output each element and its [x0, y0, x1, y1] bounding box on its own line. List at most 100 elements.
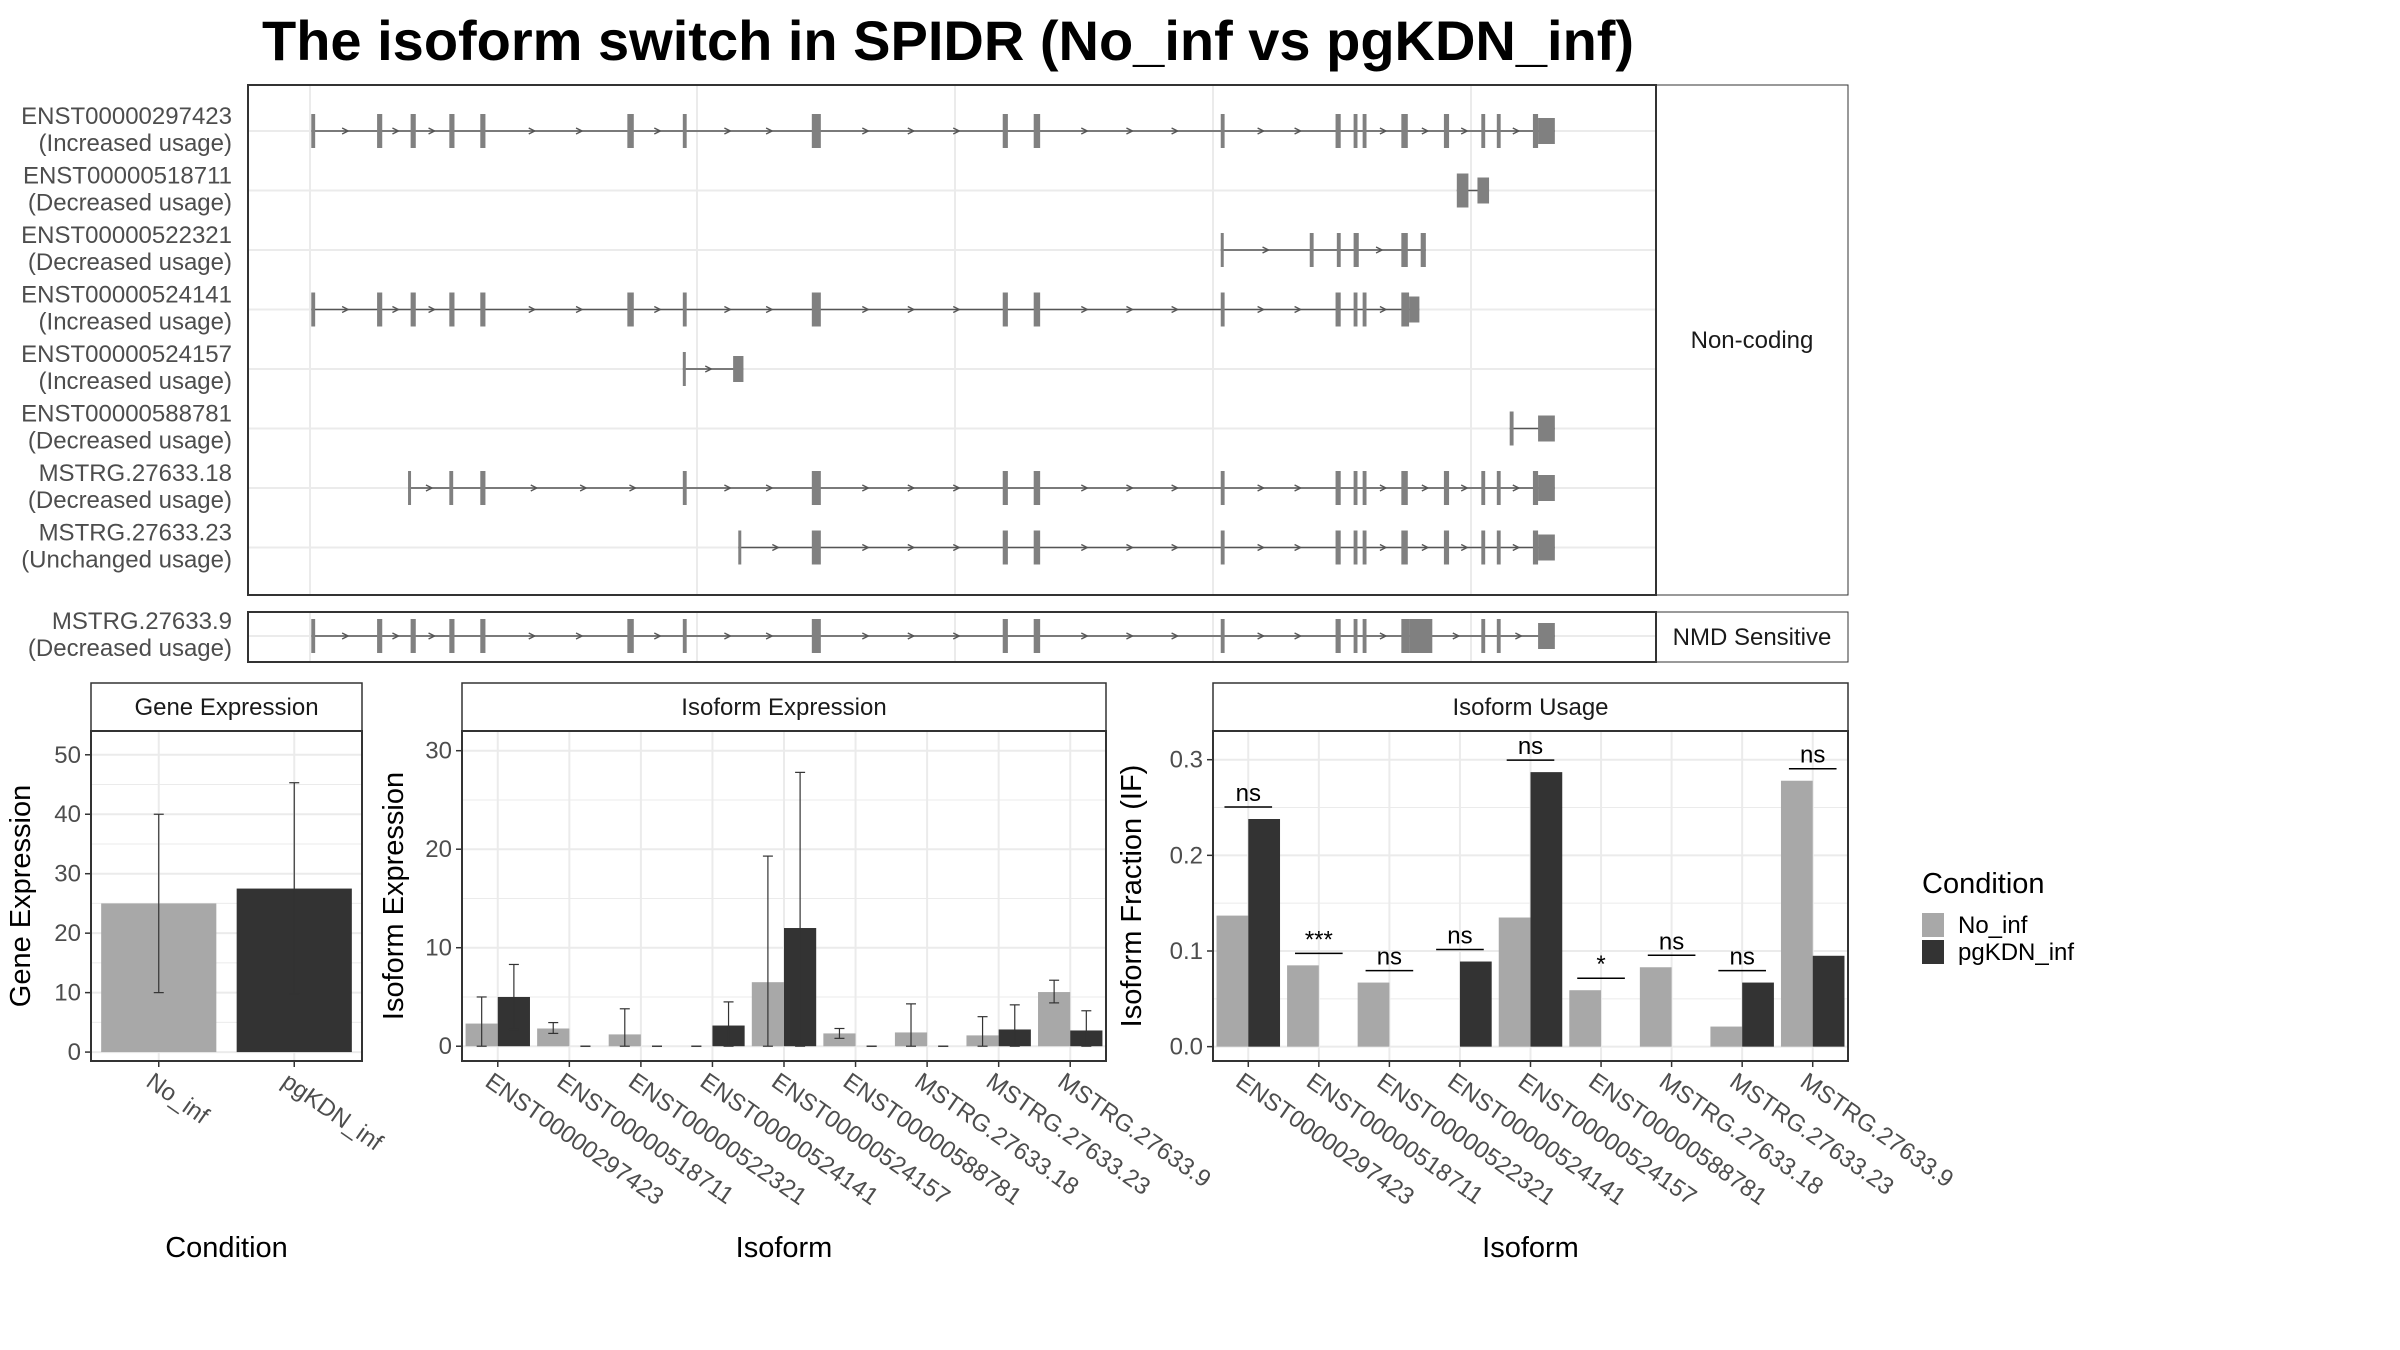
transcript-usage-label: (Decreased usage)	[28, 190, 232, 217]
panel-strip	[1212, 682, 1849, 732]
transcript-usage-label: (Decreased usage)	[28, 635, 232, 662]
exon-block	[408, 471, 412, 505]
intron-arrow	[724, 484, 732, 492]
intron-arrow	[1257, 305, 1266, 314]
transcript-track	[311, 292, 1420, 327]
significance-label: ns	[1800, 742, 1825, 769]
y-axis-title: Isoform Fraction (IF)	[1116, 765, 1148, 1028]
exon-block	[377, 619, 383, 653]
transcript-usage-label: (Decreased usage)	[28, 428, 232, 455]
exon-block	[1033, 619, 1041, 653]
panel-title: Isoform Expression	[681, 694, 886, 721]
exon-block	[311, 619, 316, 653]
intron-arrow	[1080, 632, 1089, 640]
x-axis-title: Isoform	[736, 1232, 833, 1264]
exon-block	[1353, 530, 1358, 565]
intron-arrow	[653, 305, 662, 314]
intron-arrow	[1512, 543, 1521, 552]
exon-block	[1538, 415, 1555, 442]
transcript-usage-label: (Increased usage)	[39, 130, 232, 157]
exon-block	[1443, 114, 1450, 148]
y-tick-label: 0	[439, 1033, 452, 1060]
transcript-track	[1456, 173, 1490, 208]
intron-arrow	[1379, 543, 1388, 552]
intron-arrow	[1452, 632, 1461, 640]
bar	[1812, 955, 1845, 1047]
intron-arrow	[575, 632, 584, 640]
transcript-label: ENST00000297423	[21, 103, 232, 130]
intron-arrow	[428, 127, 437, 135]
exon-block	[377, 292, 383, 327]
transcript-label: ENST00000522321	[21, 222, 232, 249]
exon-block	[682, 292, 687, 327]
exon-block	[1401, 292, 1410, 327]
transcript-track	[311, 114, 1555, 148]
intron-arrow	[861, 632, 870, 640]
exon-block	[1033, 530, 1041, 565]
intron-arrow	[428, 305, 437, 314]
transcript-label: ENST00000588781	[21, 401, 232, 428]
exon-block	[1362, 292, 1367, 327]
exon-block	[1002, 619, 1008, 653]
exon-block	[480, 292, 486, 327]
exon-block	[1353, 114, 1358, 148]
y-tick-label: 10	[54, 980, 81, 1007]
exon-block	[1220, 292, 1225, 327]
intron-arrow	[1257, 632, 1266, 640]
exon-block	[1477, 177, 1490, 204]
intron-arrow	[1171, 127, 1180, 135]
y-axis-title: Gene Expression	[5, 785, 37, 1007]
intron-arrow	[1515, 632, 1523, 640]
exon-block	[1481, 114, 1486, 148]
x-tick-label: No_inf	[141, 1068, 214, 1130]
exon-block	[1335, 530, 1341, 565]
intron-arrow	[724, 632, 732, 640]
y-tick-label: 0.0	[1170, 1034, 1203, 1061]
bar	[537, 1028, 570, 1047]
intron-arrow	[724, 305, 732, 314]
exon-block	[1353, 619, 1358, 653]
x-axis-title: Isoform	[1482, 1232, 1579, 1264]
y-tick-label: 20	[425, 836, 452, 863]
intron-arrow	[1294, 484, 1303, 492]
intron-arrow	[724, 127, 732, 135]
intron-arrow	[952, 632, 961, 640]
intron-arrow	[528, 305, 537, 314]
isoform-usage-panel: Isoform Usage 0.0 0.1 0.2 0.3 ns *** ns ns ns * ns n…	[1116, 682, 1958, 1264]
intron-arrow	[765, 305, 774, 314]
transcript-usage-label: (Decreased usage)	[28, 487, 232, 514]
exon-block	[449, 292, 455, 327]
intron-arrow	[1512, 484, 1521, 492]
intron-arrow	[765, 127, 774, 135]
bar	[1498, 917, 1531, 1047]
significance-label: *	[1596, 951, 1605, 978]
exon-block	[311, 114, 316, 148]
significance-label: ns	[1236, 780, 1261, 807]
intron-arrow	[1126, 632, 1135, 640]
exon-block	[377, 114, 383, 148]
bar	[1780, 780, 1813, 1047]
intron-arrow	[1379, 127, 1388, 135]
exon-block	[682, 352, 686, 386]
intron-arrow	[392, 632, 400, 640]
y-tick-label: 50	[54, 742, 81, 769]
intron-arrow	[1421, 127, 1430, 135]
intron-arrow	[1171, 305, 1180, 314]
transcript-track	[1509, 411, 1555, 446]
exon-block	[1362, 530, 1367, 565]
exon-block	[1362, 114, 1367, 148]
intron-arrow	[1460, 484, 1469, 492]
intron-arrow	[1512, 127, 1521, 135]
exon-block	[627, 619, 634, 653]
intron-arrow	[907, 484, 916, 492]
panel-title: Gene Expression	[134, 694, 318, 721]
exon-block	[410, 292, 416, 327]
intron-arrow	[1460, 543, 1469, 552]
exon-block	[1532, 530, 1539, 565]
exon-block	[1362, 471, 1367, 505]
intron-arrow	[575, 127, 584, 135]
transcript-label: MSTRG.27633.18	[39, 460, 232, 487]
intron-arrow	[1262, 246, 1271, 254]
exon-block	[1409, 296, 1420, 323]
